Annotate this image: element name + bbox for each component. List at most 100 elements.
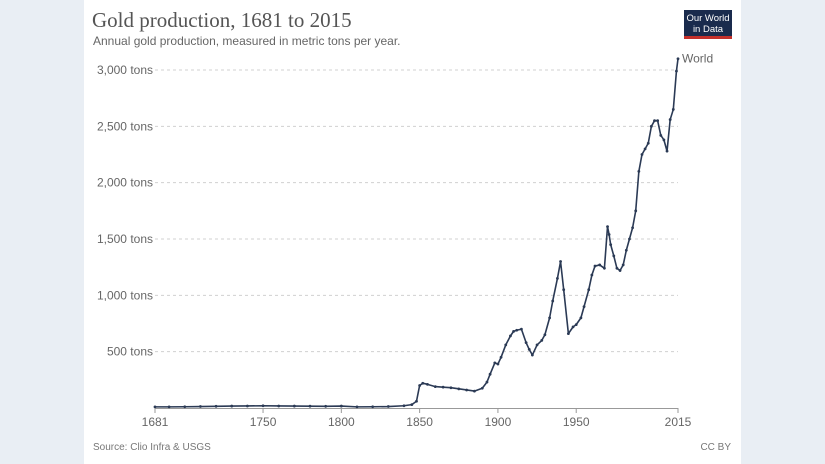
data-point (540, 339, 544, 342)
data-point (465, 388, 469, 392)
data-point (543, 333, 547, 337)
data-point (515, 328, 519, 332)
y-tick-label: 1,000 tons (97, 288, 153, 302)
data-point (624, 248, 628, 252)
data-point (628, 237, 631, 241)
data-point (582, 305, 586, 308)
data-point (612, 254, 616, 258)
data-point (607, 233, 611, 236)
data-point (488, 372, 492, 376)
x-tick-label: 1681 (142, 415, 169, 429)
y-tick-label: 2,000 tons (97, 176, 153, 190)
data-point (566, 332, 570, 336)
data-point (277, 404, 281, 408)
data-point (579, 316, 583, 320)
data-point (457, 387, 461, 391)
data-point (556, 277, 559, 280)
data-point (656, 119, 660, 123)
data-point (653, 119, 656, 123)
data-point (292, 404, 296, 408)
data-point (386, 405, 390, 408)
data-point (676, 57, 680, 61)
series-line-world (155, 58, 679, 408)
data-point (598, 263, 602, 267)
data-point (643, 147, 647, 151)
data-point (183, 405, 187, 409)
data-point (509, 334, 512, 338)
data-point (415, 399, 418, 403)
data-point (615, 266, 619, 270)
x-tick-label: 1750 (250, 415, 277, 429)
data-point (480, 386, 484, 390)
data-point (671, 108, 675, 111)
data-point (662, 138, 666, 142)
data-point (637, 170, 641, 173)
data-point (499, 355, 503, 359)
data-point (402, 404, 406, 408)
data-point (520, 327, 523, 331)
data-point (548, 316, 551, 320)
data-point (524, 341, 528, 345)
data-point (214, 404, 218, 408)
logo-line-2: in Data (692, 24, 724, 35)
data-point (245, 404, 249, 408)
data-point (618, 269, 622, 272)
data-point (606, 225, 609, 229)
data-point (449, 386, 453, 390)
data-point (410, 403, 414, 407)
data-point (609, 243, 613, 247)
data-point (512, 329, 515, 333)
chart-title: Gold production, 1681 to 2015 (92, 8, 352, 32)
x-tick-label: 2015 (665, 415, 692, 429)
data-point (426, 382, 429, 386)
data-point (535, 343, 539, 347)
data-point (530, 353, 534, 357)
data-point (590, 273, 594, 277)
owid-logo[interactable]: Our World in Data (684, 10, 732, 39)
data-point (634, 209, 638, 213)
data-point (355, 405, 359, 409)
license-label[interactable]: CC BY (700, 442, 731, 453)
data-point (324, 404, 328, 408)
data-point (574, 323, 578, 327)
x-tick-label: 1800 (328, 415, 355, 429)
y-tick-label: 3,000 tons (97, 63, 153, 77)
data-point (261, 404, 265, 408)
data-point (646, 141, 650, 145)
data-point (496, 362, 500, 366)
data-point (199, 405, 202, 408)
data-point (631, 226, 634, 230)
data-point (603, 266, 606, 270)
data-point (649, 124, 653, 128)
data-point (153, 405, 157, 409)
x-tick-label: 1900 (485, 415, 512, 429)
data-point (441, 385, 445, 389)
data-point (504, 343, 508, 347)
data-point (621, 263, 625, 267)
data-point (665, 149, 669, 153)
data-point (527, 348, 531, 351)
data-point (308, 404, 312, 408)
data-point (571, 325, 575, 329)
series-label-world: World (682, 52, 713, 66)
data-point (593, 264, 597, 268)
data-point (587, 288, 591, 292)
source-note[interactable]: Source: Clio Infra & USGS (93, 442, 211, 453)
data-point (418, 384, 422, 387)
data-point (551, 299, 555, 303)
logo-line-1: Our World (686, 13, 730, 24)
x-tick-label: 1950 (563, 415, 590, 429)
data-point (473, 389, 476, 393)
data-point (668, 118, 672, 121)
data-point (675, 69, 678, 73)
data-point (640, 153, 644, 156)
data-point (421, 381, 425, 385)
data-point (339, 404, 343, 408)
y-tick-label: 2,500 tons (97, 119, 153, 133)
data-point (485, 380, 489, 384)
data-point (659, 133, 663, 137)
data-point (559, 260, 562, 263)
data-point (167, 405, 171, 409)
data-point (493, 361, 497, 365)
